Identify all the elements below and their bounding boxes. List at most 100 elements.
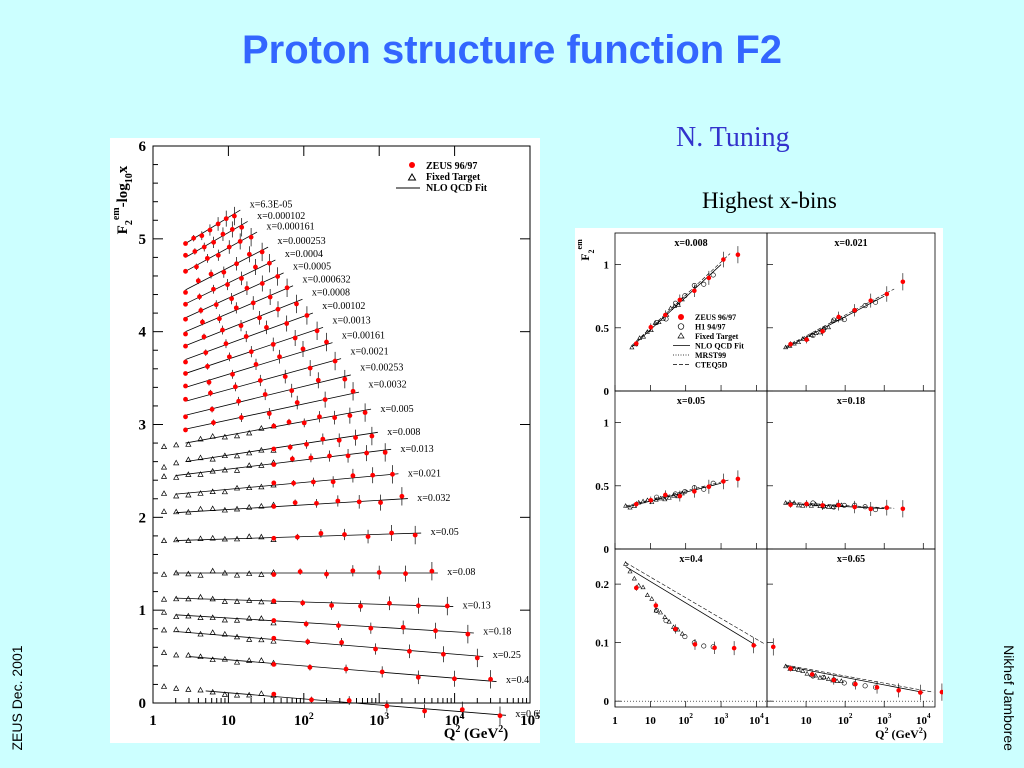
y-tick-label: 3 [139,418,147,434]
bin-label: x=0.4 [506,675,529,686]
fit-line [175,448,392,476]
bin-label: x=0.08 [447,567,475,578]
h1-point [701,281,707,287]
fixed-target-point [637,335,643,340]
zeus-point [267,260,272,266]
bin-label: x=0.0032 [368,379,406,390]
fit-line [188,656,497,682]
zeus-point [379,669,385,675]
fixed-target-point [233,432,241,439]
zeus-point [183,396,188,402]
y-tick-label: 0 [604,386,610,398]
zeus-point [257,315,262,321]
zeus-point [853,681,858,687]
zeus-point [223,216,229,222]
x-tick-label: 103 [714,712,729,727]
x-tick-label: 1 [764,715,770,727]
zeus-point [330,479,336,485]
zeus-point [239,275,244,281]
zeus-point [198,308,204,313]
fixed-target-point [233,505,241,512]
zeus-point [271,446,277,452]
zeus-point [271,662,277,667]
zeus-point [294,534,300,540]
fit-line [185,342,333,388]
y-tick-label: 4 [139,325,147,341]
fixed-target-point [246,657,253,663]
h1-point [841,502,847,508]
fixed-target-point [209,688,216,695]
zeus-point [271,598,277,604]
zeus-point [305,639,311,645]
page-title: Proton structure function F2 [242,28,782,72]
panel-label: x=0.05 [677,396,705,407]
zeus-point [706,275,712,281]
fixed-target-point [160,473,168,479]
zeus-point [884,291,890,297]
zeus-point [197,294,202,300]
fixed-target-point [221,598,228,604]
fixed-target-point [629,344,635,350]
zeus-point [314,328,320,334]
zeus-point [200,319,205,325]
zeus-point [201,334,207,340]
zeus-point [433,628,438,634]
zeus-point [183,316,188,322]
zeus-point [706,484,712,490]
zeus-point [452,676,457,682]
fixed-target-point [160,609,168,615]
zeus-point [277,354,282,360]
fixed-target-point [233,452,241,459]
fixed-target-point [197,572,204,578]
h1-point [873,507,879,513]
author-name: N. Tuning [676,122,790,153]
zeus-point [271,462,277,467]
zeus-point [633,501,639,507]
fit-curve [625,566,757,646]
zeus-point [300,346,306,352]
fixed-target-point [233,633,241,640]
fixed-target-point [173,508,180,515]
zeus-point [874,685,880,690]
zeus-point [271,480,277,486]
fixed-target-point [246,449,253,456]
fixed-target-point [197,653,204,659]
fixed-target-point [209,534,216,541]
zeus-point [297,569,303,575]
h1-point [682,634,688,640]
zeus-point [373,646,378,652]
x-tick-label: 103 [877,712,892,727]
f2-highest-x-chart: F2em Q2 (GeV2) x=0.008 0 0.5 1 x=0.021 x=0.05 0 0… [575,228,945,743]
fixed-target-point [160,596,168,602]
fixed-target-point [258,598,265,605]
zeus-point [440,651,446,657]
zeus-point [324,339,329,345]
zeus-point [751,643,756,648]
x-tick-label: 102 [838,712,853,727]
y-axis-label: F2em [575,239,596,261]
panel-x-0.65: x=0.65 1 10 102 103 104 [764,548,945,727]
zeus-point [332,415,338,421]
fixed-target-point [668,305,674,311]
zeus-point [332,358,338,364]
legend-label: H1 94/97 [695,323,725,332]
fixed-target-point [197,630,204,637]
y-tick-label: 0.2 [595,579,609,591]
zeus-point [248,349,254,355]
zeus-point [211,239,217,245]
f2-overview-plot: 1101021031041050123456Q2 (GeV2)F2em-log1… [111,139,544,742]
bin-label: x=0.00253 [360,362,403,373]
zeus-point [459,707,465,713]
zeus-point [412,532,418,538]
fixed-target-point [636,582,642,588]
fixed-target-point [246,691,253,698]
fixed-target-point [813,501,819,507]
h1-point [862,303,868,309]
h1-point [682,489,688,495]
fixed-target-point [800,503,806,508]
fixed-target-point [640,333,647,339]
panel-frame [614,232,768,392]
legend-label: CTEQ5D [695,361,728,370]
zeus-point [403,571,408,577]
panel-label: x=0.18 [837,396,865,407]
